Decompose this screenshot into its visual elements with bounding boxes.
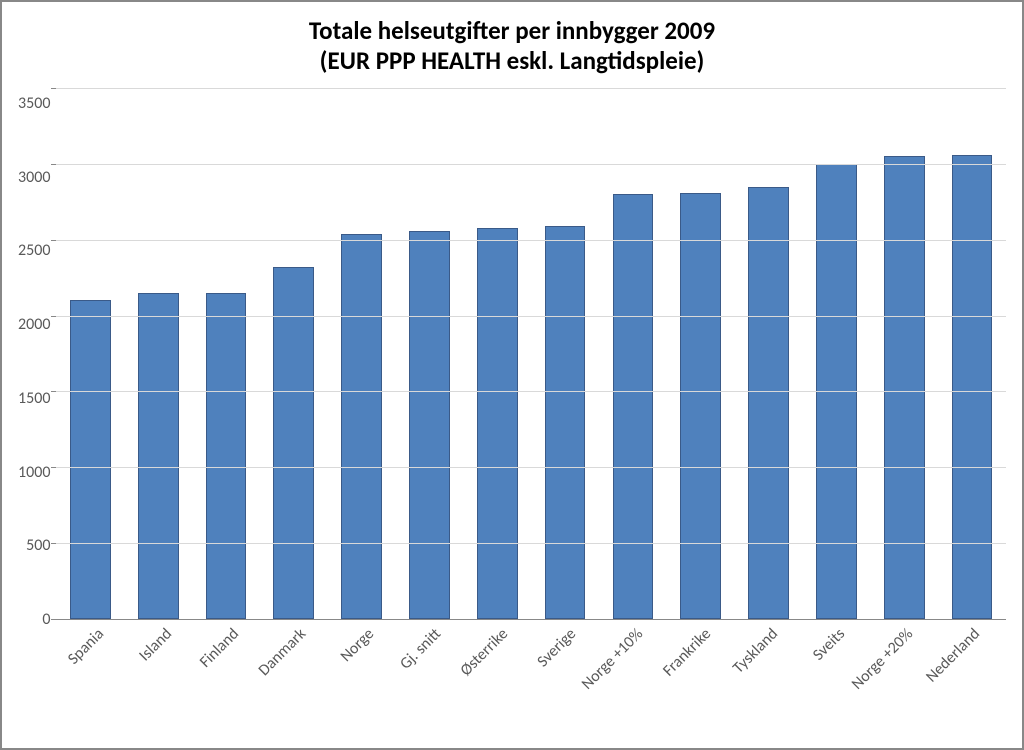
bar-slot bbox=[599, 88, 667, 619]
x-label-slot: Island bbox=[130, 620, 197, 740]
x-axis: SpaniaIslandFinlandDanmarkNorgeGj. snitt… bbox=[18, 620, 1006, 740]
grid-line bbox=[56, 391, 1006, 392]
x-tick-label: Finland bbox=[197, 626, 242, 671]
bar-slot bbox=[328, 88, 396, 619]
bars-container bbox=[56, 88, 1006, 619]
x-label-slot: Finland bbox=[197, 620, 264, 740]
plot-area bbox=[56, 88, 1006, 620]
bar bbox=[70, 300, 111, 619]
x-label-slot: Norge bbox=[332, 620, 399, 740]
bar bbox=[748, 187, 789, 619]
x-labels: SpaniaIslandFinlandDanmarkNorgeGj. snitt… bbox=[62, 620, 1006, 740]
bar-slot bbox=[870, 88, 938, 619]
bar-slot bbox=[124, 88, 192, 619]
bar-slot bbox=[396, 88, 464, 619]
grid-line bbox=[56, 88, 1006, 89]
y-axis: 3500300025002000150010005000 bbox=[18, 88, 56, 620]
grid-line bbox=[56, 543, 1006, 544]
x-tick-label: Island bbox=[136, 626, 174, 664]
y-tick-label: 3500 bbox=[18, 96, 50, 112]
y-tick-label: 500 bbox=[26, 538, 50, 554]
x-label-slot: Østerrike bbox=[467, 620, 534, 740]
y-tick-label: 2000 bbox=[18, 317, 50, 333]
plot-wrap: 3500 3000 2500 2000 1500 1000 500 0 Spania Islan… bbox=[18, 88, 1006, 740]
x-label-slot: Norge +10% bbox=[602, 620, 669, 740]
bar-slot bbox=[938, 88, 1006, 619]
grid-line bbox=[56, 240, 1006, 241]
chart-title: Totale helseutgifter per innbygger 2009 … bbox=[18, 16, 1006, 76]
x-tick-label: Danmark bbox=[256, 626, 309, 679]
y-tick-label: 3000 bbox=[18, 170, 50, 186]
x-label-slot: Gj. snitt bbox=[399, 620, 466, 740]
bar-slot bbox=[463, 88, 531, 619]
x-label-slot: Tyskland bbox=[736, 620, 803, 740]
y-tick-mark bbox=[51, 619, 56, 620]
x-tick-label: Tyskland bbox=[731, 626, 782, 677]
y-tick-label: 1500 bbox=[18, 391, 50, 407]
bar bbox=[206, 293, 247, 619]
bar bbox=[680, 193, 721, 619]
bar-slot bbox=[56, 88, 124, 619]
x-axis-spacer bbox=[18, 620, 62, 740]
x-tick-label: Spania bbox=[66, 626, 108, 668]
chart-title-line-1: Totale helseutgifter per innbygger 2009 bbox=[18, 16, 1006, 46]
bar bbox=[409, 231, 450, 619]
bar-slot bbox=[735, 88, 803, 619]
bar-slot bbox=[192, 88, 260, 619]
bar bbox=[341, 234, 382, 619]
x-label-slot: Danmark bbox=[265, 620, 332, 740]
x-tick-label: Sverige bbox=[535, 626, 579, 670]
grid-line bbox=[56, 467, 1006, 468]
bar-slot bbox=[260, 88, 328, 619]
chart-frame: Totale helseutgifter per innbygger 2009 … bbox=[0, 0, 1024, 750]
bar bbox=[613, 194, 654, 619]
x-tick-label: Østerrike bbox=[458, 626, 511, 679]
grid-line bbox=[56, 316, 1006, 317]
bar-slot bbox=[531, 88, 599, 619]
x-tick-label: Gj. snitt bbox=[398, 626, 445, 673]
y-tick-label: 0 bbox=[42, 612, 50, 628]
grid-line bbox=[56, 164, 1006, 165]
bar bbox=[477, 228, 518, 619]
x-label-slot: Nederland bbox=[939, 620, 1006, 740]
y-tick-label: 1000 bbox=[18, 465, 50, 481]
bar bbox=[138, 293, 179, 619]
x-label-slot: Frankrike bbox=[669, 620, 736, 740]
bar-slot bbox=[803, 88, 871, 619]
x-tick-label: Frankrike bbox=[660, 626, 714, 680]
x-tick-label: Norge bbox=[338, 626, 377, 665]
bar-slot bbox=[667, 88, 735, 619]
bar bbox=[884, 156, 925, 619]
chart-title-line-2: (EUR PPP HEALTH eskl. Langtidspleie) bbox=[18, 46, 1006, 76]
plot-row: 3500300025002000150010005000 bbox=[18, 88, 1006, 620]
bar bbox=[952, 155, 993, 619]
x-tick-label: Sveits bbox=[811, 626, 849, 664]
bar bbox=[545, 226, 586, 619]
bar bbox=[273, 267, 314, 619]
y-tick-label: 2500 bbox=[18, 243, 50, 259]
x-label-slot: Spania bbox=[62, 620, 129, 740]
